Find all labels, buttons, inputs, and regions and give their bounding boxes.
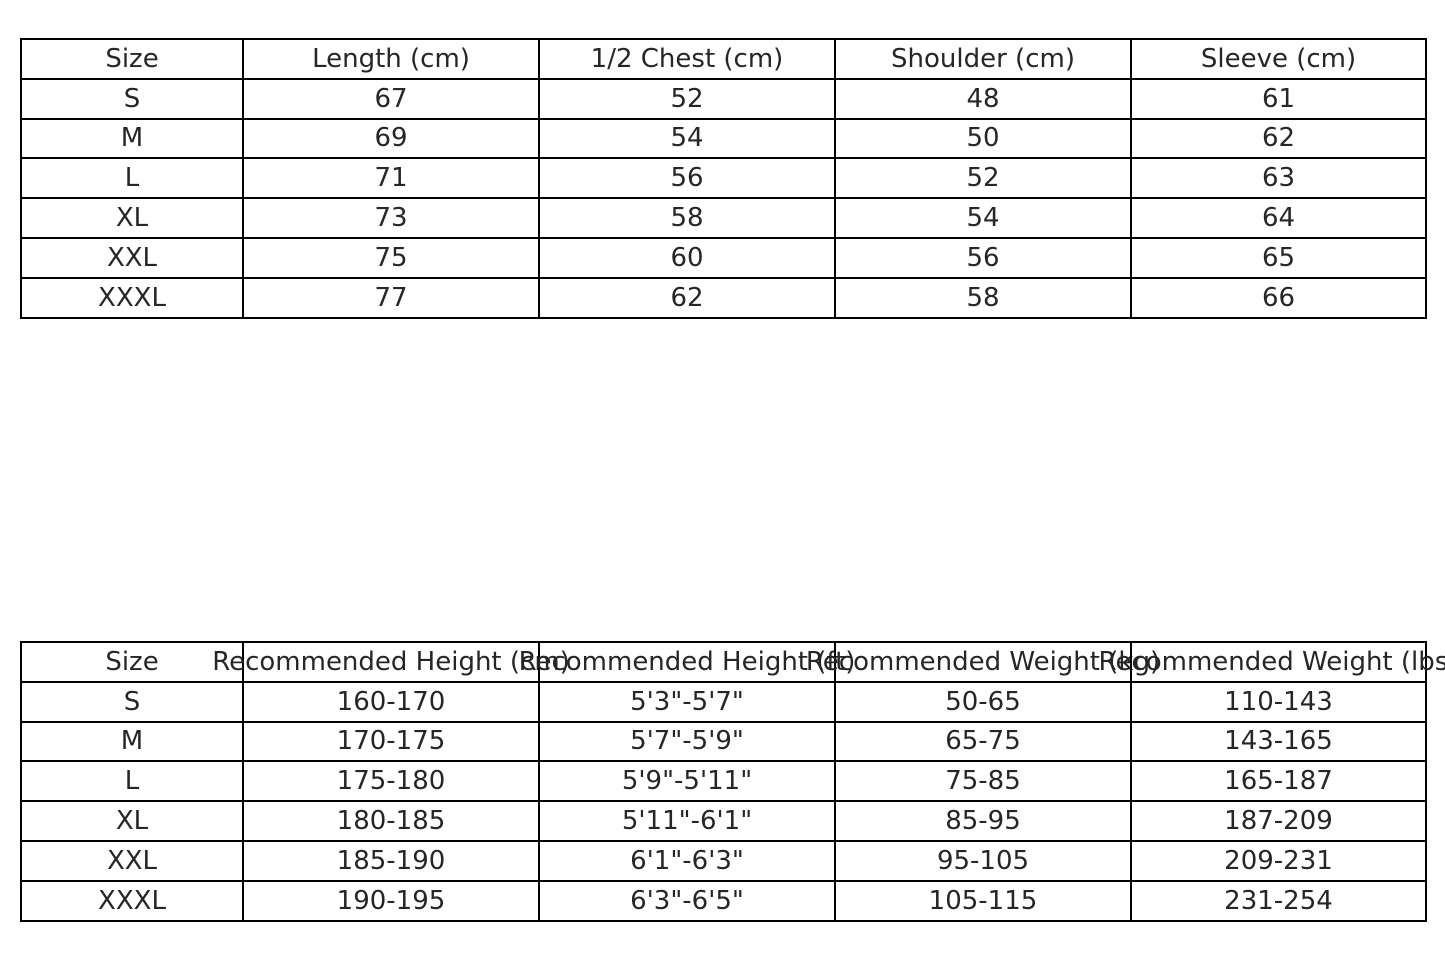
table-cell: 50-65 xyxy=(834,680,1132,723)
table-cell: 170-175 xyxy=(242,720,540,763)
table-cell: 143-165 xyxy=(1130,720,1427,763)
table-cell: 75-85 xyxy=(834,760,1132,803)
table-cell: 165-187 xyxy=(1130,760,1427,803)
table-cell: 66 xyxy=(1130,276,1427,319)
table-cell: XXL xyxy=(20,840,244,882)
header-cell: Recommended Height (ft) xyxy=(519,641,855,683)
table-cell: 58 xyxy=(538,197,836,239)
table-cell: 54 xyxy=(538,117,836,160)
table-cell: 180-185 xyxy=(242,800,540,842)
table-cell: XXXL xyxy=(20,276,244,319)
table-cell: 65-75 xyxy=(834,720,1132,763)
table-cell: 5'7"-5'9" xyxy=(538,720,836,763)
header-cell: Length (cm) xyxy=(242,38,540,80)
table-cell: 64 xyxy=(1130,197,1427,239)
table-cell: S xyxy=(20,680,244,723)
table-cell: 63 xyxy=(1130,157,1427,200)
table-cell: 52 xyxy=(538,77,836,120)
table-cell: 58 xyxy=(834,276,1132,319)
table-cell: XXL xyxy=(20,237,244,279)
table-cell: 62 xyxy=(538,276,836,319)
table-cell: M xyxy=(20,117,244,160)
header-cell: Recommended Height (cm) xyxy=(212,641,570,683)
header-cell: 1/2 Chest (cm) xyxy=(538,38,836,80)
table-cell: 187-209 xyxy=(1130,800,1427,842)
table-cell: 48 xyxy=(834,77,1132,120)
table-cell: 5'11"-6'1" xyxy=(538,800,836,842)
table-cell: 77 xyxy=(242,276,540,319)
table-cell: 185-190 xyxy=(242,840,540,882)
table-cell: XL xyxy=(20,800,244,842)
header-cell: Sleeve (cm) xyxy=(1130,38,1427,80)
table-cell: S xyxy=(20,77,244,120)
table-cell: 56 xyxy=(538,157,836,200)
table-cell: 67 xyxy=(242,77,540,120)
table-cell: XXXL xyxy=(20,879,244,922)
header-cell: Shoulder (cm) xyxy=(834,38,1132,80)
recommendation-table: Size Recommended Height (cm) Recommended H… xyxy=(20,641,1445,922)
table-cell: 209-231 xyxy=(1130,840,1427,882)
table-cell: 95-105 xyxy=(834,840,1132,882)
table-cell: 71 xyxy=(242,157,540,200)
table-cell: 160-170 xyxy=(242,680,540,723)
table-cell: 85-95 xyxy=(834,800,1132,842)
table-cell: 5'9"-5'11" xyxy=(538,760,836,803)
table-cell: 6'3"-6'5" xyxy=(538,879,836,922)
table-cell: 54 xyxy=(834,197,1132,239)
header-cell: Recommended Weight (lbs) xyxy=(1099,641,1445,683)
header-cell: Recommended Weight (kg) xyxy=(806,641,1160,683)
table-cell: 175-180 xyxy=(242,760,540,803)
table-cell: 65 xyxy=(1130,237,1427,279)
table-cell: XL xyxy=(20,197,244,239)
table-cell: 60 xyxy=(538,237,836,279)
table-cell: M xyxy=(20,720,244,763)
table-cell: 190-195 xyxy=(242,879,540,922)
table-cell: 6'1"-6'3" xyxy=(538,840,836,882)
table-cell: 61 xyxy=(1130,77,1427,120)
table-cell: L xyxy=(20,760,244,803)
table-cell: 73 xyxy=(242,197,540,239)
table-cell: 231-254 xyxy=(1130,879,1427,922)
table-cell: 69 xyxy=(242,117,540,160)
table-cell: 75 xyxy=(242,237,540,279)
table-cell: 52 xyxy=(834,157,1132,200)
measurements-table: Size Length (cm) 1/2 Chest (cm) Shoulder (c… xyxy=(20,38,1427,319)
table-cell: L xyxy=(20,157,244,200)
table-cell: 50 xyxy=(834,117,1132,160)
table-cell: 105-115 xyxy=(834,879,1132,922)
table-cell: 56 xyxy=(834,237,1132,279)
header-cell: Size xyxy=(20,38,244,80)
table-cell: 62 xyxy=(1130,117,1427,160)
table-cell: 110-143 xyxy=(1130,680,1427,723)
header-cell: Size xyxy=(20,641,244,683)
table-cell: 5'3"-5'7" xyxy=(538,680,836,723)
